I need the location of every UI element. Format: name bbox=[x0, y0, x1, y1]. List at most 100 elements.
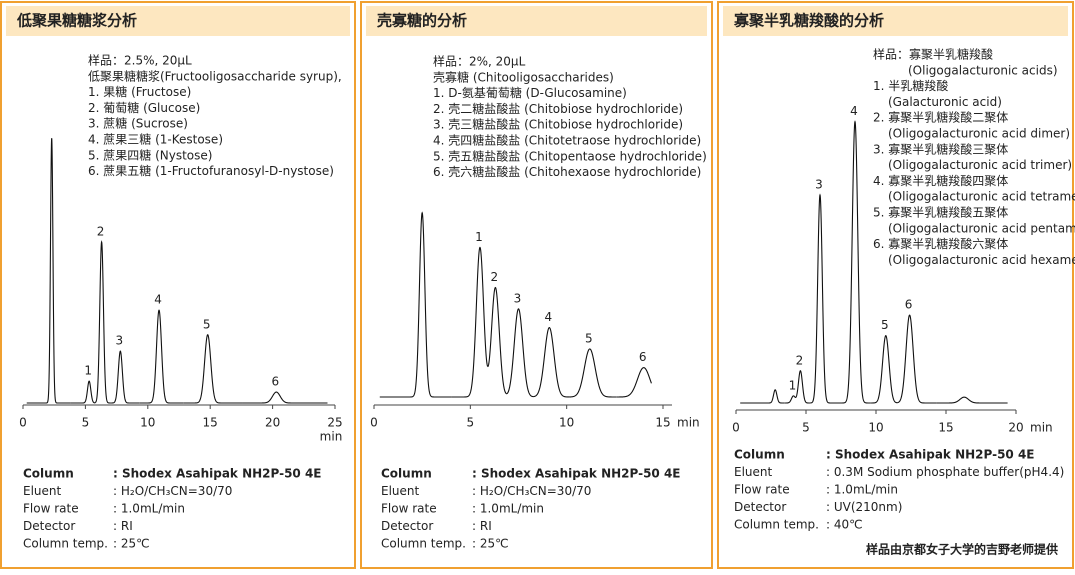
peak-label: 5 bbox=[203, 317, 211, 331]
sample-line: (Oligogalacturonic acid hexamer) bbox=[888, 253, 1075, 267]
panel-title: 寡聚半乳糖羧酸的分析 bbox=[733, 12, 884, 30]
x-tick-label: 15 bbox=[655, 416, 670, 430]
condition-label: Flow rate bbox=[23, 502, 79, 516]
sample-line: 3. 壳三糖盐酸盐 (Chitobiose hydrochloride) bbox=[433, 117, 683, 132]
condition-label: Detector bbox=[23, 519, 75, 533]
peak-label: 5 bbox=[881, 318, 889, 332]
chromatogram-peak bbox=[936, 396, 1008, 404]
chromatogram-peak bbox=[110, 350, 140, 404]
condition-value: : UV(210nm) bbox=[826, 500, 902, 514]
sample-line: 样品：2%, 20μL bbox=[433, 54, 526, 69]
sample-line: 1. 半乳糖羧酸 bbox=[873, 78, 948, 93]
sample-line: 样品：寡聚半乳糖羧酸 bbox=[873, 47, 993, 62]
sample-line: 1. 果糖 (Fructose) bbox=[88, 84, 191, 99]
sample-line: 6. 壳六糖盐酸盐 (Chitohexaose hydrochloride) bbox=[433, 164, 701, 179]
chromatogram-peak bbox=[183, 334, 243, 404]
sample-line: 5. 寡聚半乳糖羧酸五聚体 bbox=[873, 205, 1008, 220]
x-tick-label: 0 bbox=[19, 416, 27, 430]
sample-line: (Oligogalacturonic acid dimer) bbox=[888, 127, 1070, 141]
condition-label: Column bbox=[23, 467, 74, 481]
x-tick-label: 0 bbox=[732, 421, 740, 435]
x-tick-label: 25 bbox=[327, 416, 342, 430]
condition-label: Column temp. bbox=[734, 518, 819, 532]
peak-label: 3 bbox=[815, 177, 823, 191]
chromatogram-peak bbox=[26, 138, 71, 404]
x-tick-label: 15 bbox=[938, 421, 953, 435]
peak-label: 1 bbox=[789, 378, 797, 392]
x-tick-label: 5 bbox=[802, 421, 810, 435]
condition-value: : H₂O/CH₃CN=30/70 bbox=[113, 484, 232, 498]
sample-line: 4. 寡聚半乳糖羧酸四聚体 bbox=[873, 173, 1008, 188]
condition-value: : 40℃ bbox=[826, 518, 863, 532]
sample-line: (Oligogalacturonic acids) bbox=[908, 63, 1058, 77]
x-tick-label: 10 bbox=[868, 421, 883, 435]
peak-label: 2 bbox=[491, 270, 499, 284]
sample-line: 4. 蔗果三糖 (1-Kestose) bbox=[88, 132, 223, 147]
chromatogram-peak bbox=[379, 211, 452, 398]
chromatogram-peak bbox=[533, 327, 570, 398]
sample-line: (Galacturonic acid) bbox=[888, 95, 1002, 109]
chromatogram-peak bbox=[506, 308, 534, 398]
panel-title: 壳寡糖的分析 bbox=[376, 12, 467, 30]
chromatogram-peak bbox=[810, 193, 838, 404]
chromatogram-peak bbox=[897, 314, 937, 404]
peak-label: 1 bbox=[84, 364, 92, 378]
condition-label: Column temp. bbox=[381, 537, 466, 551]
panel-border bbox=[0, 1, 356, 569]
chromatogram-peak bbox=[870, 335, 898, 404]
peak-label: 3 bbox=[514, 291, 522, 305]
panel-header bbox=[723, 6, 1068, 36]
peak-label: 2 bbox=[97, 224, 105, 238]
x-tick-label: 10 bbox=[559, 416, 574, 430]
peak-label: 6 bbox=[272, 375, 280, 389]
sample-line: 5. 蔗果四糖 (Nystose) bbox=[88, 147, 212, 162]
peak-label: 5 bbox=[585, 331, 593, 345]
x-unit: min bbox=[677, 416, 700, 430]
condition-value: : Shodex Asahipak NH2P-50 4E bbox=[113, 467, 322, 481]
condition-label: Flow rate bbox=[734, 483, 790, 497]
condition-value: : 25℃ bbox=[113, 537, 150, 551]
chromatogram-peak bbox=[95, 240, 111, 404]
chromatogram-peak bbox=[837, 120, 871, 404]
x-tick-label: 15 bbox=[203, 416, 218, 430]
condition-label: Eluent bbox=[734, 465, 773, 479]
peak-label: 4 bbox=[154, 293, 162, 307]
chromatogram-peak bbox=[70, 380, 96, 404]
condition-label: Detector bbox=[381, 519, 433, 533]
sample-line: 低聚果糖糖浆(Fructooligosaccharide syrup), bbox=[88, 68, 342, 83]
chromatogram-peak bbox=[784, 394, 798, 404]
sample-line: (Oligogalacturonic acid pentamer) bbox=[888, 221, 1075, 235]
x-tick-label: 20 bbox=[265, 416, 280, 430]
condition-value: : 1.0mL/min bbox=[472, 502, 544, 516]
x-unit: min bbox=[320, 430, 343, 444]
sample-line: 1. D-氨基葡萄糖 (D-Glucosamine) bbox=[433, 85, 627, 100]
peak-label: 6 bbox=[639, 350, 647, 364]
peak-label: 2 bbox=[796, 353, 804, 367]
condition-value: : 0.3M Sodium phosphate buffer(pH4.4) bbox=[826, 465, 1064, 479]
condition-value: : RI bbox=[113, 519, 133, 533]
sample-line: 3. 寡聚半乳糖羧酸三聚体 bbox=[873, 141, 1008, 156]
condition-label: Eluent bbox=[381, 484, 420, 498]
peak-label: 4 bbox=[850, 104, 858, 118]
panel-border bbox=[360, 1, 713, 569]
sample-line: 样品：2.5%, 20μL bbox=[88, 53, 192, 68]
chromatogram-peak bbox=[569, 348, 617, 398]
peak-label: 3 bbox=[116, 334, 124, 348]
condition-label: Column temp. bbox=[23, 537, 108, 551]
x-tick-label: 5 bbox=[82, 416, 90, 430]
chromatogram-peak bbox=[487, 286, 508, 395]
condition-value: : 1.0mL/min bbox=[113, 502, 185, 516]
peak-label: 6 bbox=[905, 298, 913, 312]
sample-line: 2. 壳二糖盐酸盐 (Chitobiose hydrochloride) bbox=[433, 101, 683, 116]
peak-label: 4 bbox=[545, 310, 553, 324]
condition-label: Flow rate bbox=[381, 502, 437, 516]
chromatogram-peak bbox=[451, 246, 489, 398]
panel-title: 低聚果糖糖浆分析 bbox=[16, 12, 137, 30]
chromatogram-peak bbox=[139, 309, 184, 404]
chromatogram-peak bbox=[796, 370, 811, 404]
sample-line: (Oligogalacturonic acid trimer) bbox=[888, 158, 1072, 172]
sample-line: 6. 蔗果五糖 (1-Fructofuranosyl-D-nystose) bbox=[88, 163, 334, 178]
panel-header bbox=[366, 6, 707, 36]
panel-border bbox=[717, 1, 1074, 569]
